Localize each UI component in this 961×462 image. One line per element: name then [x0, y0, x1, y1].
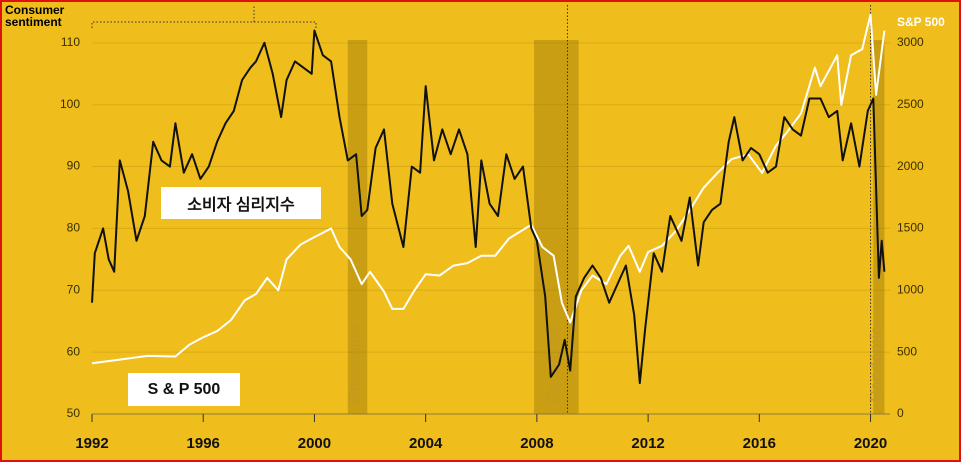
shaded-period-label: Recession — [345, 324, 364, 403]
annotation: 소비자 심리지수 — [161, 187, 321, 219]
callout-leader — [91, 5, 317, 28]
y2-tick-label: 1500 — [897, 221, 924, 235]
x-tick-label: 2016 — [743, 435, 776, 452]
y-tick-label: 60 — [67, 344, 81, 358]
x-tick-label: 2004 — [409, 435, 443, 452]
y2-tick-label: 500 — [897, 344, 917, 358]
y2-axis-title: S&P 500 — [897, 15, 945, 29]
y-tick-label: 70 — [67, 282, 81, 296]
y-tick-label: 80 — [67, 221, 81, 235]
shaded-period-label: Pandemic — [866, 326, 885, 402]
y2-tick-label: 0 — [897, 406, 904, 420]
y2-tick-label: 1000 — [897, 282, 924, 296]
y-tick-label: 90 — [67, 159, 81, 173]
y2-tick-label: 2000 — [897, 159, 924, 173]
y2-tick-label: 2500 — [897, 97, 924, 111]
y-tick-label: 50 — [67, 406, 81, 420]
shaded-period — [347, 40, 368, 414]
annotation: S & P 500 — [128, 373, 240, 406]
x-tick-label: 2012 — [631, 435, 664, 452]
y-tick-label: 100 — [60, 97, 80, 111]
y2-tick-label: 3000 — [897, 35, 924, 49]
series-line — [91, 29, 886, 385]
y-axis-title: Consumer sentiment — [5, 3, 65, 29]
y-tick-label: 110 — [61, 35, 80, 49]
x-tick-label: 1996 — [187, 435, 220, 452]
x-tick-label: 1992 — [75, 435, 108, 452]
shaded-period — [873, 40, 885, 414]
x-tick-label: 2020 — [854, 435, 887, 452]
x-tick-label: 2008 — [520, 435, 553, 452]
x-tick-label: 2000 — [298, 435, 331, 452]
